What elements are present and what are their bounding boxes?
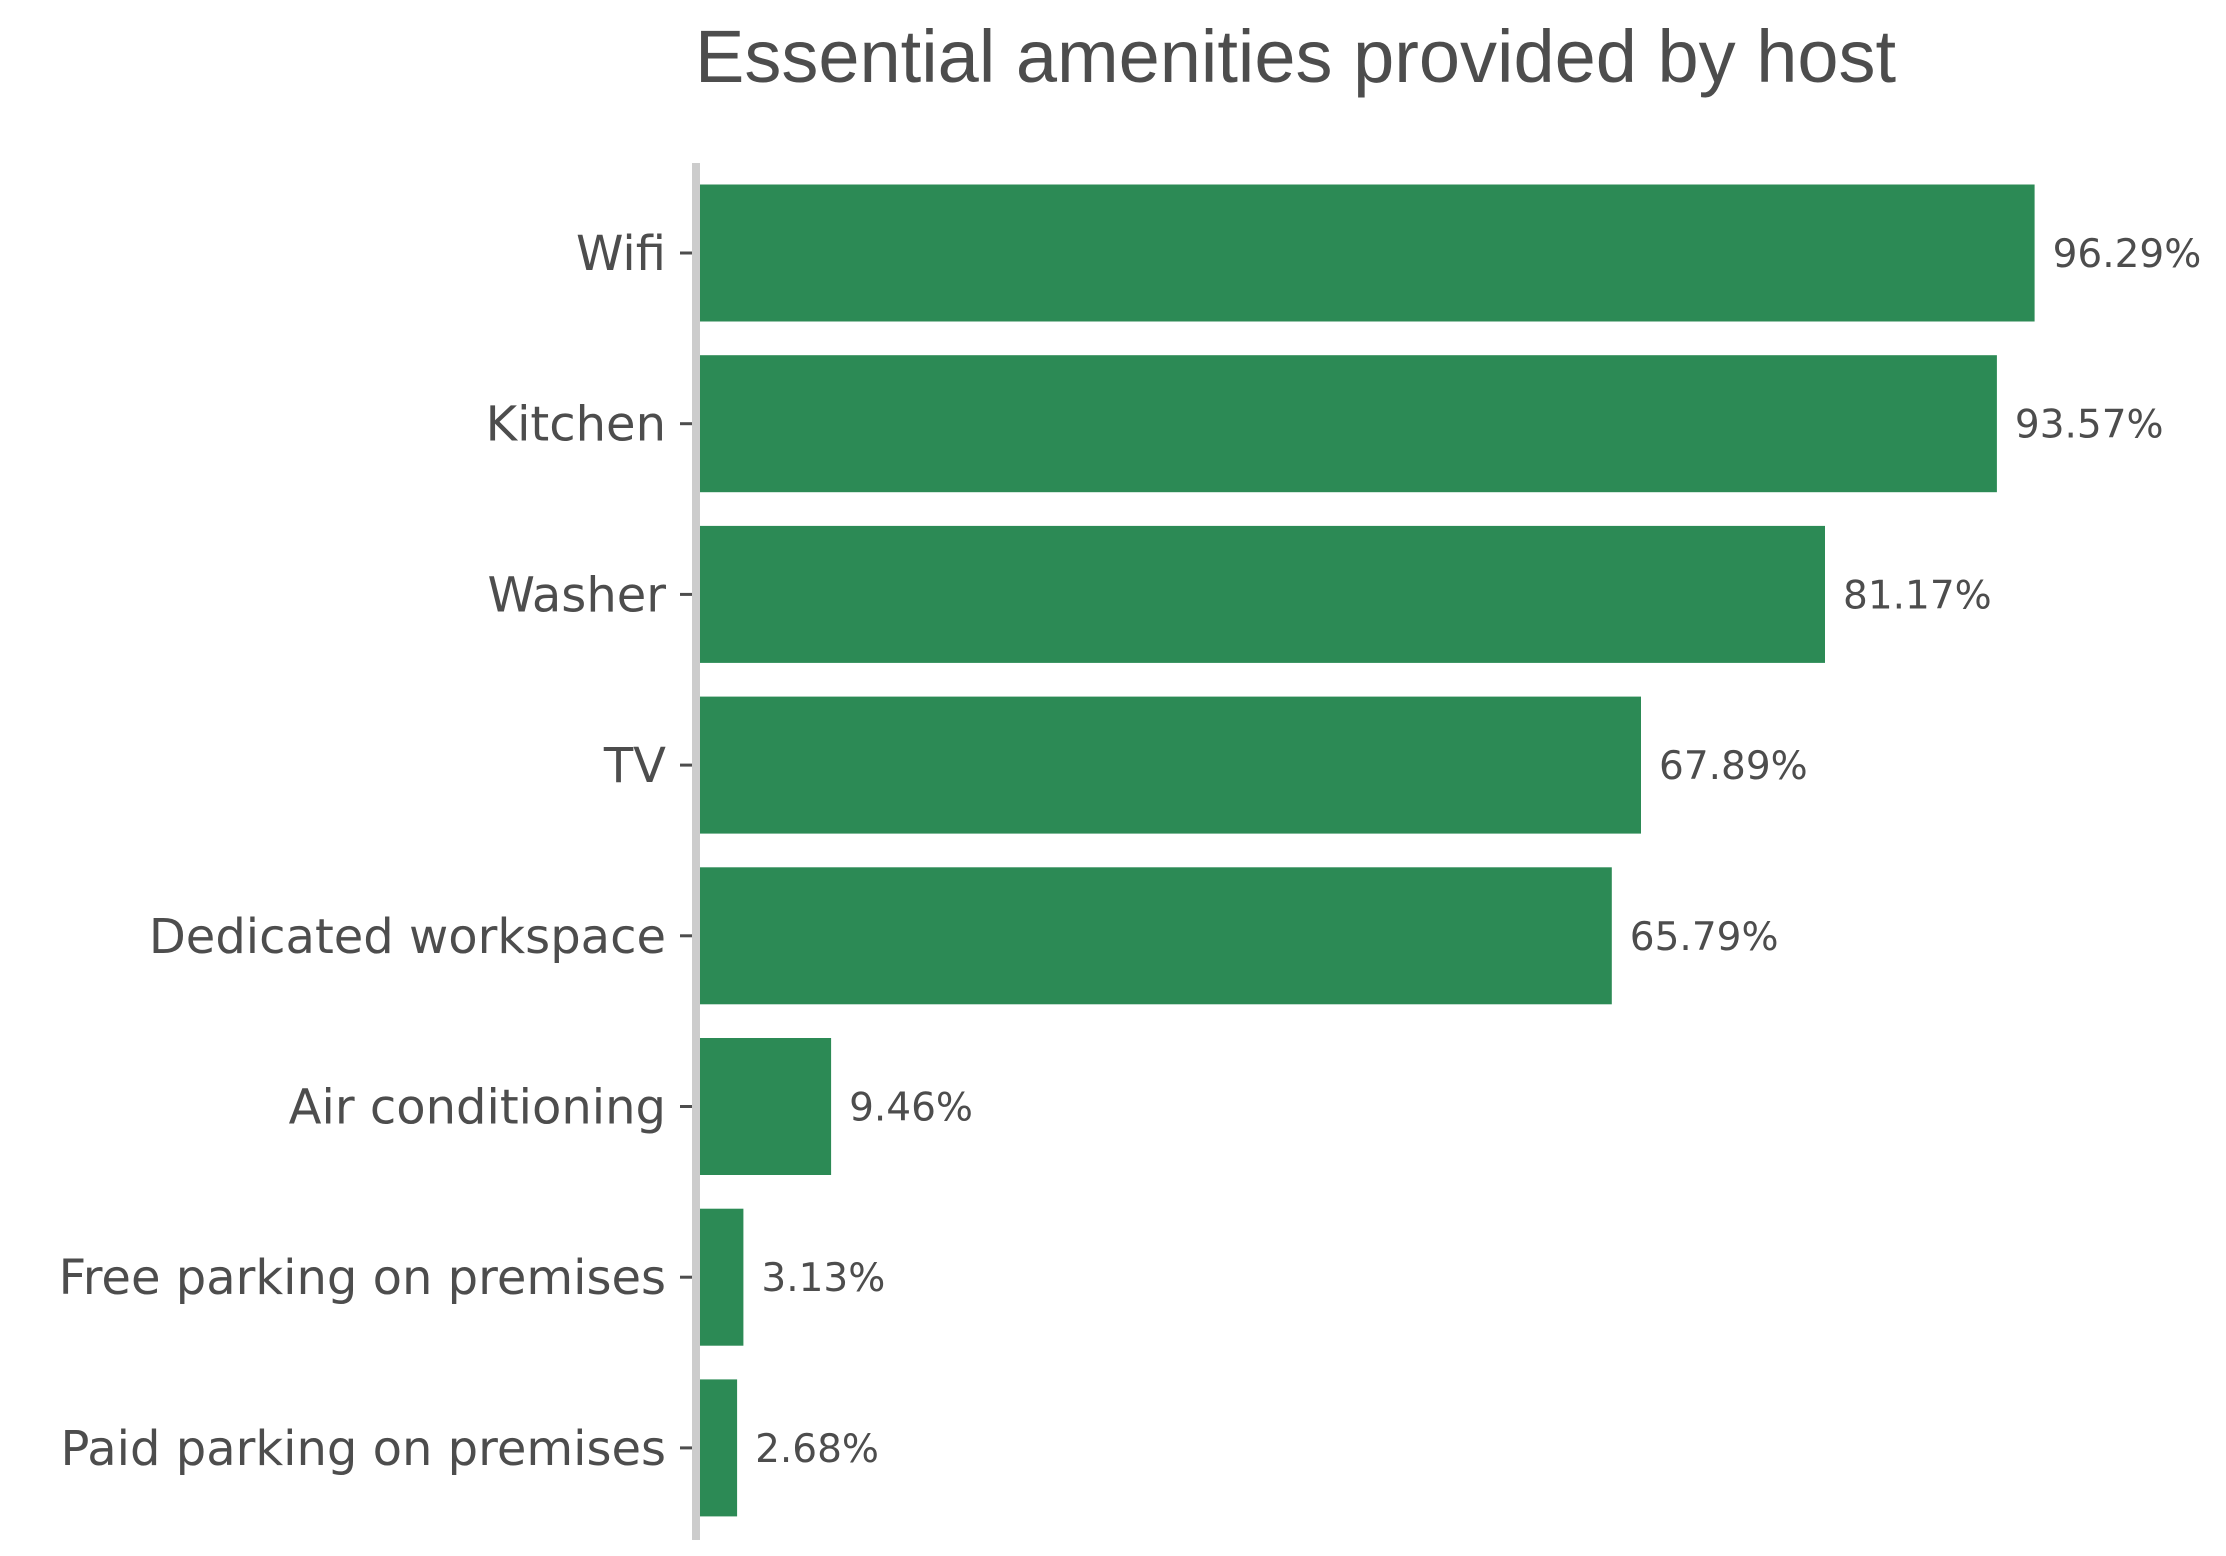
category-label: Washer	[488, 567, 667, 623]
bar-tv	[700, 696, 1641, 834]
data-label: 81.17%	[1843, 573, 1992, 618]
chart-title: Essential amenities provided by host	[695, 15, 1897, 98]
bar-air-conditioning	[700, 1038, 832, 1175]
bar-paid-parking-on-premises	[700, 1379, 738, 1517]
data-label: 96.29%	[2053, 232, 2202, 277]
data-label: 3.13%	[761, 1256, 885, 1301]
category-label: Paid parking on premises	[60, 1421, 666, 1477]
category-label: Air conditioning	[289, 1080, 666, 1136]
bars-group	[700, 184, 2035, 1517]
category-label: Free parking on premises	[59, 1250, 666, 1306]
data-label: 2.68%	[755, 1427, 879, 1472]
category-label: TV	[603, 738, 666, 794]
bar-wifi	[700, 184, 2035, 322]
bar-free-parking-on-premises	[700, 1208, 744, 1346]
data-label: 9.46%	[849, 1086, 973, 1131]
data-label: 67.89%	[1659, 744, 1808, 789]
labels-group: Wifi 96.29% Kitchen 93.57% Washer 81.17% TV 67.…	[59, 226, 2202, 1477]
category-label: Dedicated workspace	[149, 909, 666, 965]
category-label: Kitchen	[486, 397, 666, 453]
data-label: 93.57%	[2015, 403, 2164, 448]
data-label: 65.79%	[1630, 915, 1779, 960]
bar-washer	[700, 525, 1825, 663]
category-label: Wifi	[576, 226, 666, 282]
bar-kitchen	[700, 355, 1997, 493]
bar-dedicated-workspace	[700, 867, 1612, 1005]
